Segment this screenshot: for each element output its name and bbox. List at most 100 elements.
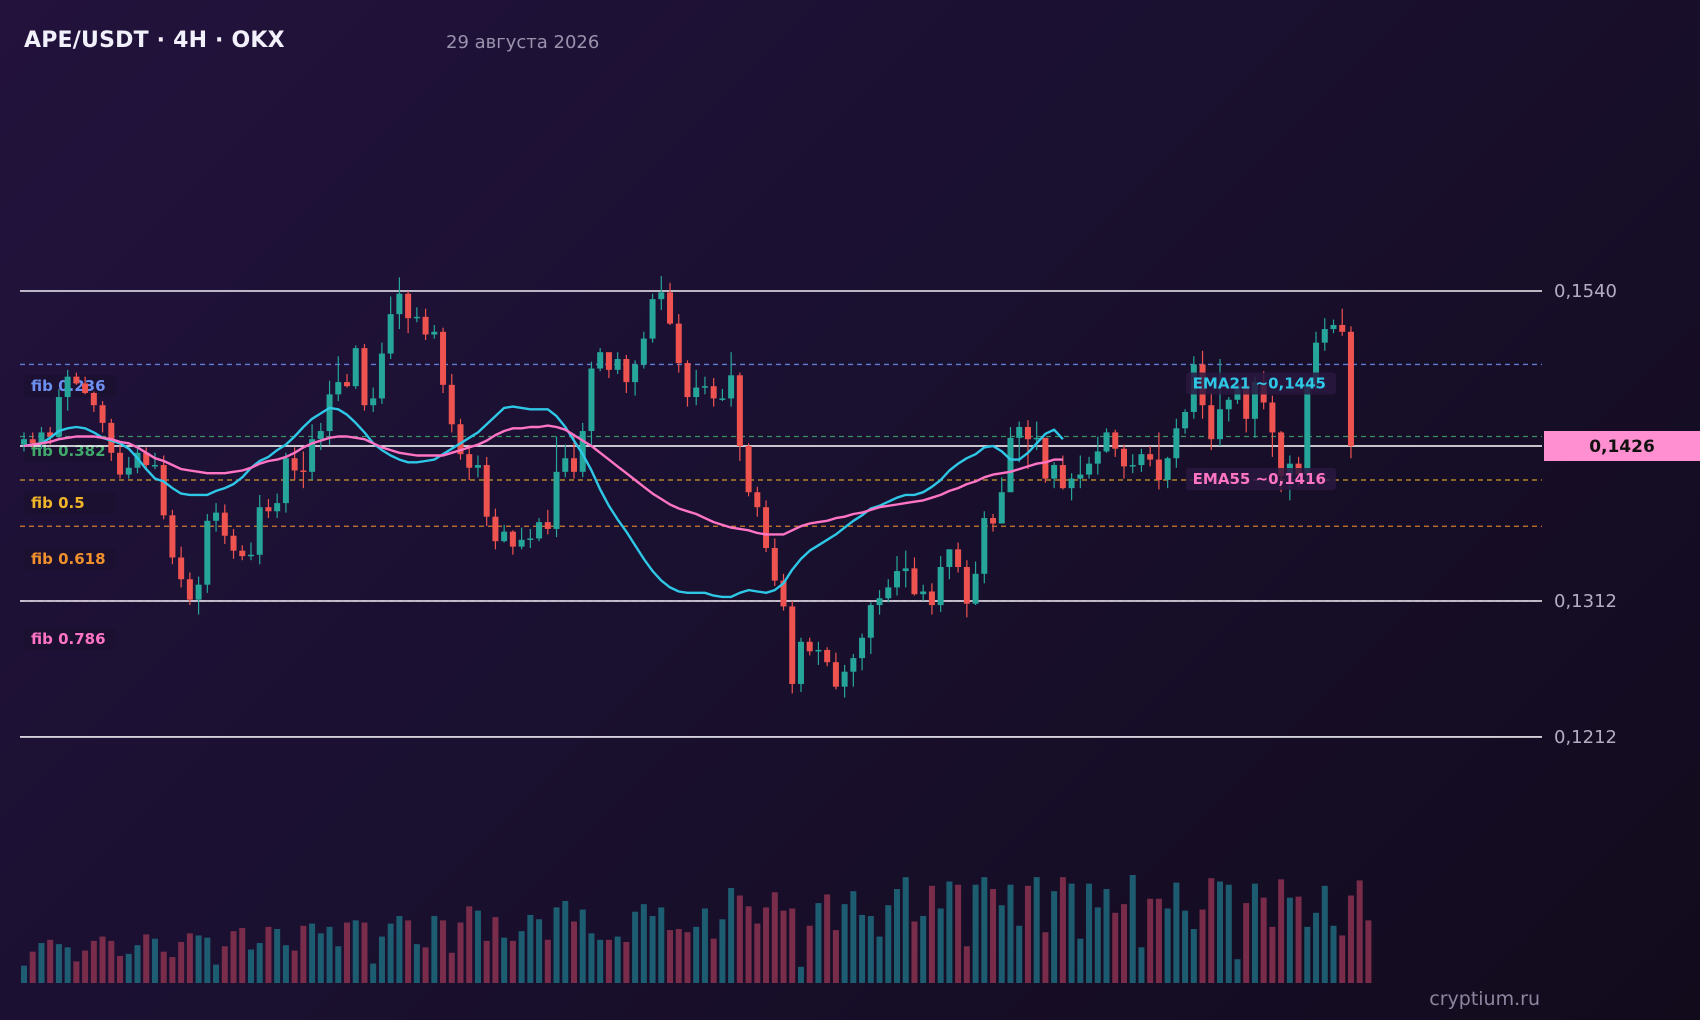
volume-bar	[38, 943, 45, 983]
volume-bar	[413, 944, 420, 983]
candle-body	[55, 397, 62, 437]
candle-body	[492, 516, 499, 542]
price-axis-label: 0,1312	[1554, 591, 1617, 612]
volume-bar	[1182, 910, 1189, 983]
candle-body	[1051, 465, 1058, 479]
candle-body	[640, 338, 647, 365]
volume-bar	[370, 963, 377, 983]
candle-body	[693, 387, 700, 398]
volume-bar	[728, 887, 735, 983]
volume-bar	[605, 939, 612, 983]
candle-body	[117, 452, 124, 475]
candle-body	[221, 512, 228, 536]
candle-body	[841, 671, 848, 687]
candle-body	[213, 512, 220, 521]
candle-body	[1269, 402, 1276, 433]
volume-bar	[265, 926, 272, 983]
candle-body	[405, 293, 412, 319]
volume-bar	[745, 906, 752, 983]
volume-bar	[99, 936, 106, 983]
candle-body	[1138, 454, 1145, 466]
candle-body	[754, 492, 761, 508]
candle-body	[396, 293, 403, 315]
candle-body	[1077, 474, 1084, 479]
volume-bar	[396, 916, 403, 983]
volume-bar	[186, 933, 193, 983]
volume-bar	[1330, 925, 1337, 983]
candle-body	[1120, 448, 1127, 467]
volume-bar	[1129, 875, 1136, 983]
volume-bar	[474, 910, 481, 983]
volume-bar	[710, 938, 717, 983]
candle-body	[859, 637, 866, 659]
volume-bar	[1217, 881, 1224, 983]
volume-bar	[309, 923, 316, 983]
candle-body	[806, 641, 813, 652]
candle-body	[649, 299, 656, 339]
volume-bar	[1164, 908, 1171, 983]
fib-label-bg	[24, 548, 116, 570]
candle-body	[815, 649, 822, 652]
candle-body	[448, 384, 455, 425]
volume-bar	[553, 907, 560, 983]
candle-body	[99, 405, 106, 423]
candle-body	[1033, 437, 1040, 440]
candle-body	[736, 375, 743, 446]
volume-bar	[483, 940, 490, 983]
volume-bar	[405, 920, 412, 983]
volume-bar	[946, 881, 953, 983]
volume-bar	[955, 884, 962, 983]
candle-body	[597, 352, 604, 369]
candle-body	[658, 292, 665, 300]
volume-bar	[1094, 907, 1101, 983]
volume-bar	[658, 907, 665, 983]
volume-bar	[82, 950, 89, 983]
candle-body	[169, 515, 176, 558]
volume-bar	[178, 941, 185, 983]
volume-bar	[667, 930, 674, 983]
volume-bar	[675, 929, 682, 983]
volume-bar	[335, 946, 342, 983]
candle-body	[894, 571, 900, 588]
volume-bar	[1208, 878, 1215, 983]
ema21-label: EMA21 ~0,1445	[1193, 374, 1326, 392]
candle-body	[998, 492, 1005, 524]
volume-bar	[894, 889, 900, 983]
candle-body	[902, 568, 909, 572]
candles	[21, 276, 1354, 698]
candle-body	[632, 364, 639, 383]
volume-bar	[570, 921, 577, 983]
volume-bar	[824, 894, 831, 983]
volume-bar	[326, 926, 333, 983]
candle-body	[771, 547, 778, 581]
horizontal-levels: 0,1540 0,1312 0,1212 0,1426	[20, 281, 1700, 748]
volume-bar	[29, 951, 36, 983]
volume-bar	[256, 943, 263, 983]
volume-bar	[789, 908, 796, 983]
candle-body	[876, 598, 883, 606]
volume-bar	[274, 929, 281, 983]
candle-body	[588, 368, 595, 432]
volume-bar	[509, 940, 516, 983]
candle-body	[90, 392, 97, 406]
volume-bar	[1016, 925, 1023, 983]
volume-bar	[928, 885, 935, 983]
candle-body	[885, 587, 892, 599]
candle-body	[474, 465, 481, 468]
candle-body	[527, 538, 534, 540]
volume-bar	[937, 908, 944, 983]
candle-body	[605, 352, 612, 370]
volume-bar	[1295, 896, 1302, 983]
volume-bar	[632, 911, 639, 983]
fib-label-bg	[24, 492, 116, 514]
candle-body	[300, 470, 307, 472]
volume-bar	[684, 932, 691, 983]
candle-body	[422, 316, 429, 335]
volume-bar	[247, 949, 254, 983]
candle-body	[667, 292, 674, 324]
volume-bar	[527, 914, 534, 983]
volume-bar	[885, 905, 892, 983]
candle-body	[675, 323, 682, 364]
